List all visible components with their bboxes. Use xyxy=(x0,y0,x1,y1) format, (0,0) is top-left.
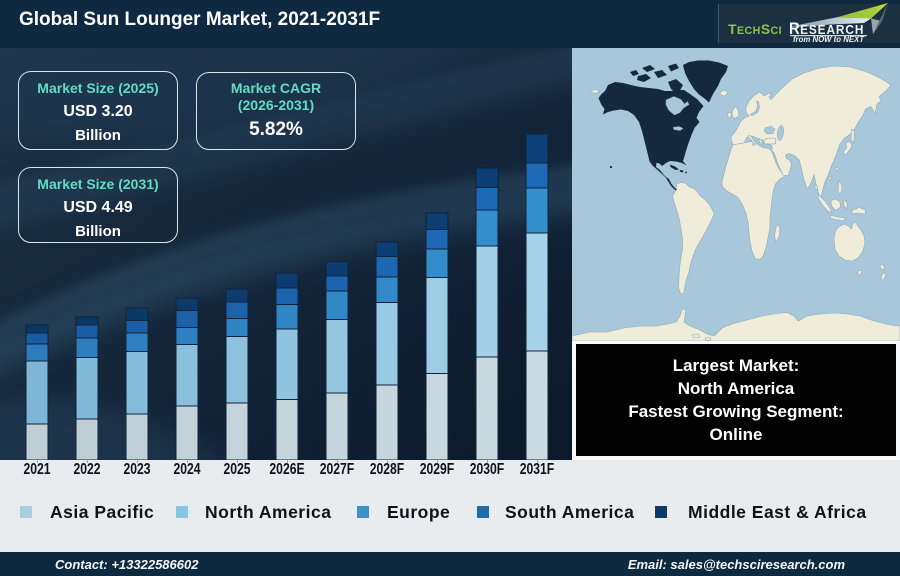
svg-text:TECHSCI: TECHSCI xyxy=(728,22,782,37)
svg-text:RESEARCH: RESEARCH xyxy=(789,20,864,38)
svg-text:from NOW to NEXT: from NOW to NEXT xyxy=(793,35,865,43)
